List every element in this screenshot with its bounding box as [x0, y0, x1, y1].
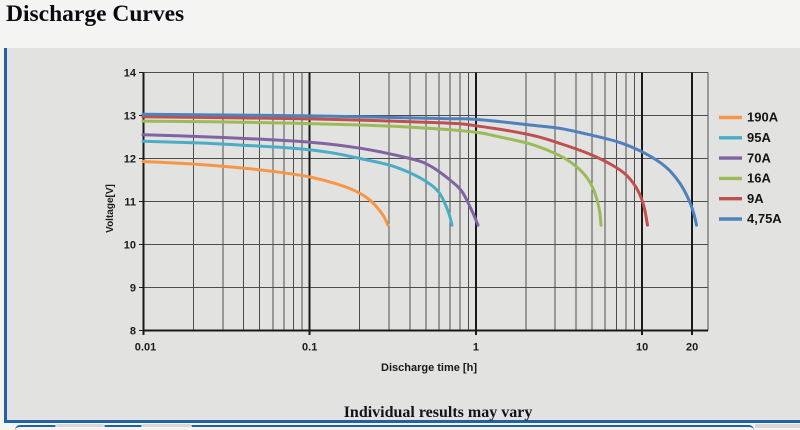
svg-text:1: 1 — [473, 342, 479, 354]
svg-text:0.01: 0.01 — [135, 342, 156, 354]
svg-text:9A: 9A — [747, 191, 764, 206]
svg-text:10: 10 — [636, 342, 648, 354]
svg-text:16A: 16A — [747, 171, 771, 186]
svg-text:14: 14 — [124, 68, 137, 80]
svg-text:Discharge time [h]: Discharge time [h] — [381, 362, 477, 374]
svg-text:20: 20 — [686, 342, 698, 354]
svg-text:13: 13 — [124, 111, 136, 123]
svg-text:12: 12 — [124, 154, 136, 166]
svg-text:9: 9 — [130, 283, 136, 295]
svg-text:95A: 95A — [747, 130, 771, 145]
svg-text:4,75A: 4,75A — [747, 211, 782, 226]
svg-text:8: 8 — [130, 326, 136, 338]
svg-text:10: 10 — [124, 240, 136, 252]
svg-text:190A: 190A — [747, 110, 779, 125]
svg-text:Voltage[V]: Voltage[V] — [105, 184, 116, 233]
svg-text:70A: 70A — [747, 150, 771, 165]
svg-text:0.1: 0.1 — [302, 342, 317, 354]
svg-text:11: 11 — [124, 197, 136, 209]
